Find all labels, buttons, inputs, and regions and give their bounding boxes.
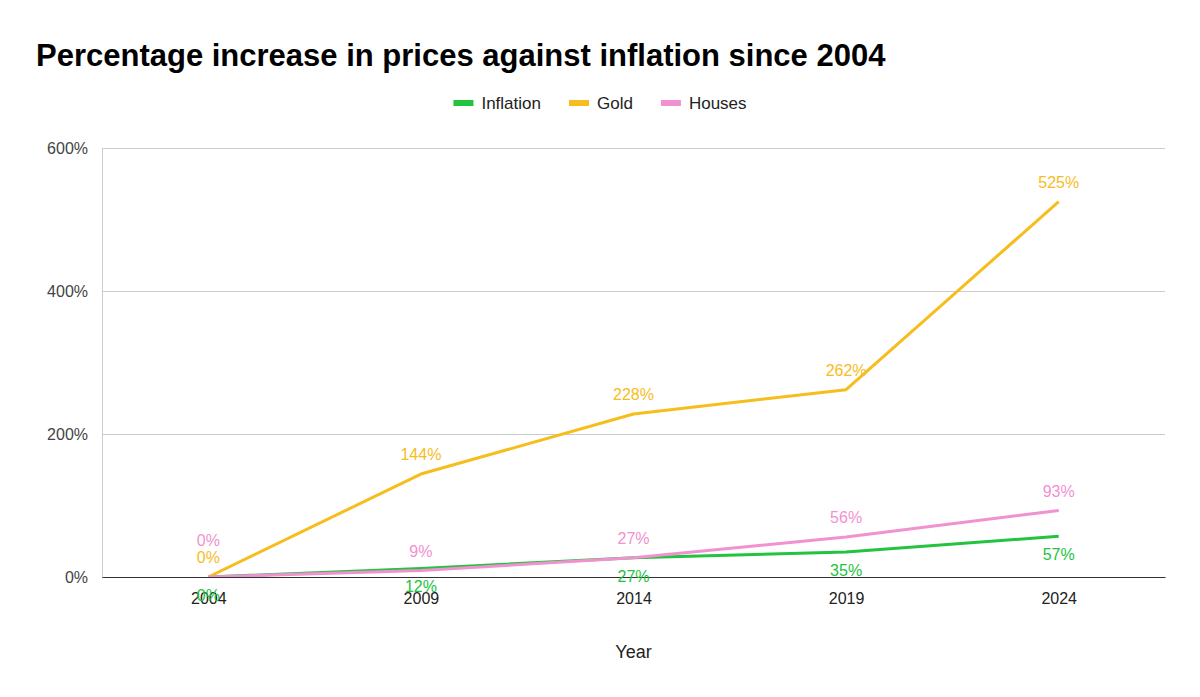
y-tick-label: 0% (65, 569, 88, 586)
legend-item: Inflation (453, 94, 541, 113)
data-label: 144% (400, 446, 441, 463)
y-axis-line (102, 149, 103, 578)
x-axis-title: Year (615, 642, 651, 662)
x-tick: 2009 (404, 577, 440, 607)
data-label: 35% (830, 562, 862, 579)
legend-label: Inflation (481, 94, 541, 113)
grid-line (102, 148, 1165, 149)
legend-swatch (661, 100, 681, 106)
y-tick: 200% (47, 426, 1165, 443)
legend-item: Houses (661, 94, 747, 113)
x-tick-label: 2019 (829, 590, 865, 607)
data-label: 228% (613, 386, 654, 403)
legend-swatch (453, 100, 473, 106)
title: Percentage increase in prices against in… (36, 38, 886, 73)
data-labels: 0%0%0%9%144%12%27%228%27%56%262%35%93%52… (197, 174, 1079, 604)
x-tick: 2024 (1041, 577, 1077, 607)
data-label: 27% (617, 568, 649, 585)
x-tick: 2019 (829, 577, 865, 607)
chart: Percentage increase in prices against in… (0, 0, 1200, 697)
data-label: 0% (197, 532, 220, 549)
y-tick: 400% (47, 283, 1165, 300)
grid-line (102, 434, 1165, 435)
y-axis: 0% 200% 400% 600% (47, 140, 1165, 586)
legend-item: Gold (569, 94, 633, 113)
data-label: 27% (617, 530, 649, 547)
x-tick-label: 2014 (616, 590, 652, 607)
data-label: 56% (830, 509, 862, 526)
lines (208, 202, 1058, 577)
x-tick-label: 2024 (1041, 590, 1077, 607)
data-label: 12% (405, 578, 437, 595)
grid-line (102, 291, 1165, 292)
data-label: 57% (1043, 546, 1075, 563)
y-tick-label: 200% (47, 426, 88, 443)
data-label: 525% (1038, 174, 1079, 191)
y-tick-label: 400% (47, 283, 88, 300)
data-label: 0% (197, 549, 220, 566)
y-tick: 600% (47, 140, 1165, 157)
y-tick-label: 600% (47, 140, 88, 157)
legend: Inflation Gold Houses (453, 94, 746, 113)
y-tick: 0% (65, 569, 1165, 586)
x-tick: 2004 (191, 577, 227, 607)
legend-label: Gold (597, 94, 633, 113)
data-label: 0% (197, 587, 220, 604)
data-label: 9% (409, 543, 432, 560)
plot: 0%200%400%600%200420092014201920240%0%0%… (47, 140, 1165, 608)
data-label: 93% (1043, 483, 1075, 500)
legend-label: Houses (689, 94, 747, 113)
series-line (208, 202, 1058, 577)
data-label: 262% (826, 362, 867, 379)
legend-swatch (569, 100, 589, 106)
